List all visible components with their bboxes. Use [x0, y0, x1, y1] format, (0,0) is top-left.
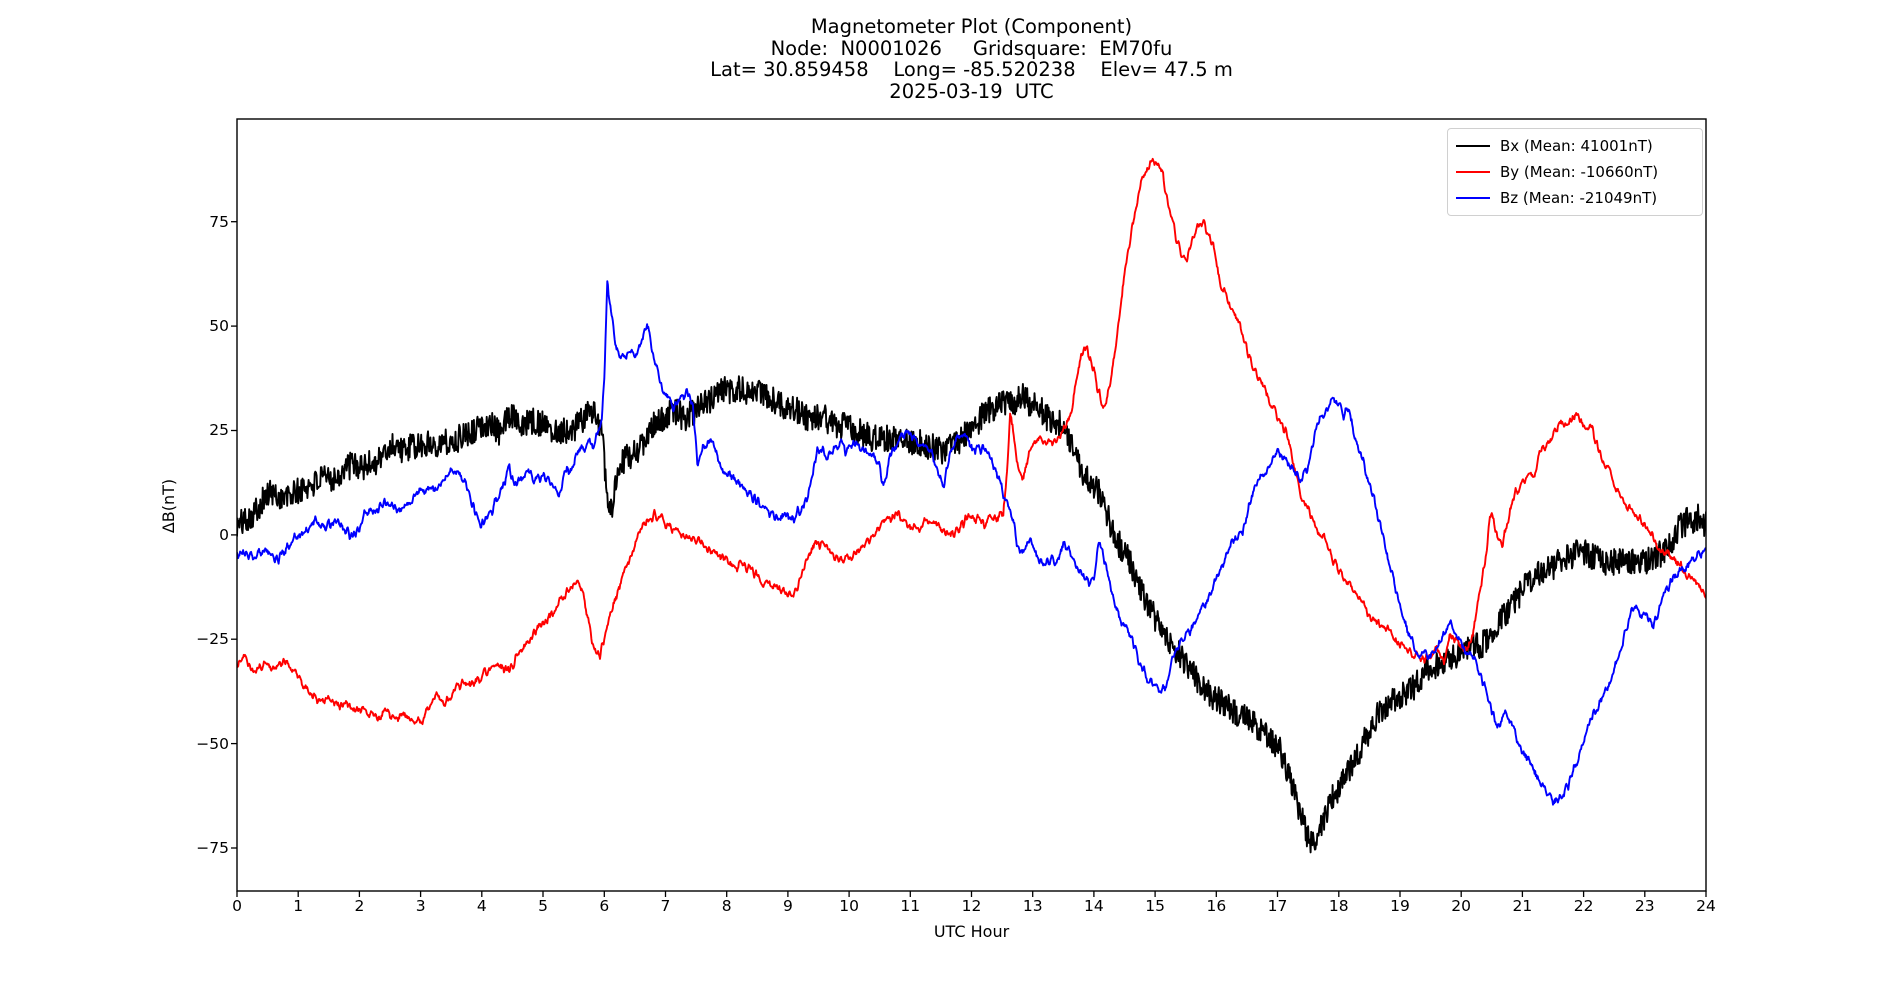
x-tick-label: 16: [1206, 897, 1227, 915]
x-tick-label: 11: [900, 897, 921, 915]
x-tick-label: 7: [660, 897, 671, 915]
bx-line-swatch: [1456, 144, 1490, 148]
y-axis-label: ΔB(nT): [159, 478, 178, 534]
y-tick-label: 25: [209, 421, 229, 440]
bz-line-swatch: [1456, 196, 1490, 200]
x-tick-label: 1: [293, 897, 304, 915]
y-tick-label: 0: [219, 525, 229, 544]
chart-title-block: Magnetometer Plot (Component) Node: N000…: [237, 16, 1706, 102]
x-tick-label: 0: [232, 897, 242, 915]
x-tick-label: 9: [782, 897, 793, 915]
y-tick-label: −25: [196, 630, 229, 649]
legend: Bx (Mean: 41001nT) By (Mean: -10660nT) B…: [1447, 128, 1703, 216]
x-tick-label: 17: [1267, 897, 1288, 915]
x-axis-label: UTC Hour: [933, 922, 1010, 941]
x-tick-label: 22: [1573, 897, 1594, 915]
legend-label-bx: Bx (Mean: 41001nT): [1500, 137, 1653, 155]
x-tick-label: 19: [1390, 897, 1410, 915]
legend-label-by: By (Mean: -10660nT): [1500, 163, 1659, 181]
y-tick-label: 50: [209, 317, 229, 336]
x-tick-label: 15: [1145, 897, 1165, 915]
legend-item-bz: Bz (Mean: -21049nT): [1456, 186, 1694, 210]
chart-title: Magnetometer Plot (Component): [810, 15, 1133, 38]
x-tick-label: 23: [1634, 897, 1655, 915]
by-line-swatch: [1456, 170, 1490, 174]
legend-label-bz: Bz (Mean: -21049nT): [1500, 189, 1658, 207]
x-tick-label: 2: [354, 897, 365, 915]
x-tick-label: 4: [476, 897, 487, 915]
x-tick-label: 21: [1512, 897, 1533, 915]
x-tick-label: 6: [599, 897, 610, 915]
y-tick-label: −50: [196, 734, 229, 753]
x-tick-label: 10: [839, 897, 859, 915]
chart-subtitle-node-gridsquare: Node: N0001026 Gridsquare: EM70fu: [770, 36, 1173, 60]
by-line: [237, 157, 1706, 726]
chart-subtitle-date: 2025-03-19 UTC: [889, 79, 1054, 103]
x-tick-label: 5: [538, 897, 548, 915]
x-tick-label: 12: [961, 897, 982, 915]
x-tick-label: 8: [721, 897, 732, 915]
bz-line: [237, 280, 1706, 806]
legend-item-by: By (Mean: -10660nT): [1456, 160, 1694, 184]
legend-item-bx: Bx (Mean: 41001nT): [1456, 134, 1694, 158]
x-tick-label: 14: [1084, 897, 1104, 915]
y-tick-label: −75: [196, 838, 229, 857]
bx-line: [237, 375, 1706, 854]
axis-ticks: [231, 221, 1707, 897]
x-tick-label: 20: [1451, 897, 1472, 915]
plot-frame: [236, 118, 1707, 892]
chart-subtitle-location: Lat= 30.859458 Long= -85.520238 Elev= 47…: [710, 58, 1233, 81]
x-tick-label: 24: [1696, 897, 1716, 915]
x-tick-label: 3: [415, 897, 426, 915]
x-tick-label: 13: [1022, 897, 1043, 915]
x-tick-label: 18: [1328, 897, 1349, 915]
y-tick-label: 75: [209, 212, 229, 231]
